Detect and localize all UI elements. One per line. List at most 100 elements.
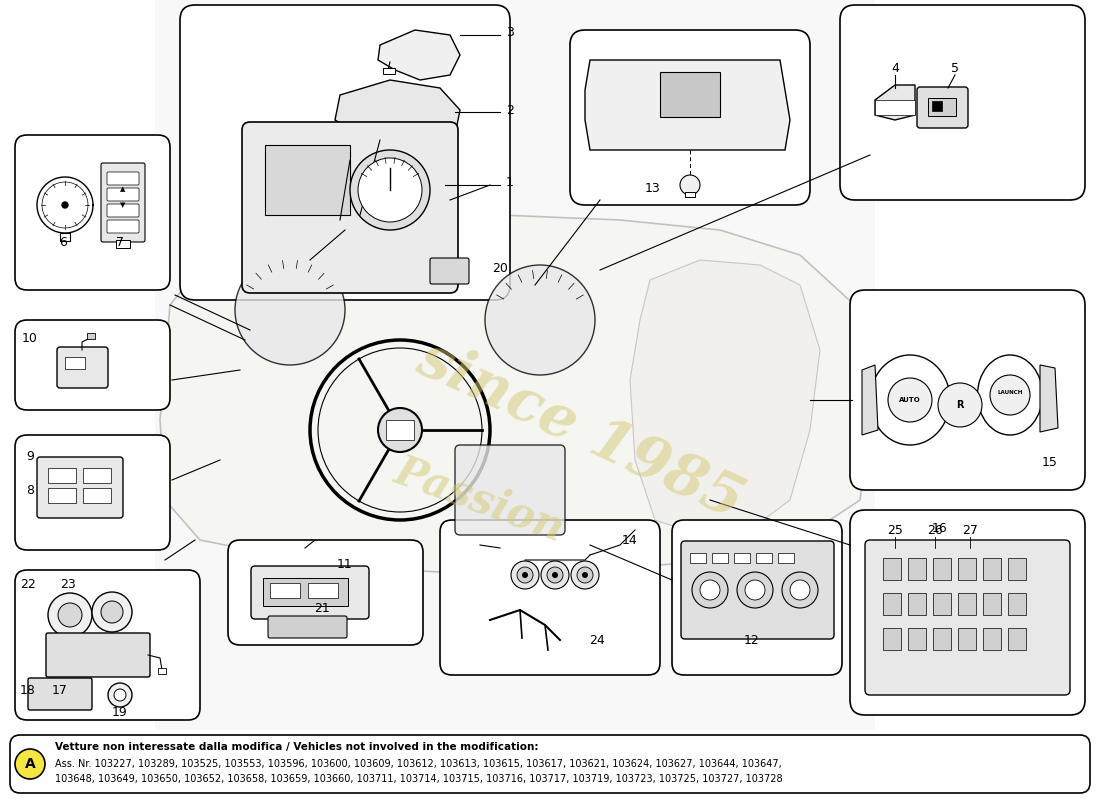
Bar — [1008, 558, 1026, 580]
Circle shape — [790, 580, 810, 600]
Polygon shape — [874, 85, 915, 120]
Circle shape — [58, 603, 82, 627]
Bar — [116, 240, 130, 248]
FancyBboxPatch shape — [107, 172, 139, 185]
Text: 2: 2 — [506, 103, 514, 117]
Bar — [883, 628, 901, 650]
Bar — [933, 558, 952, 580]
FancyBboxPatch shape — [46, 633, 150, 677]
Circle shape — [114, 689, 126, 701]
Bar — [265, 145, 350, 215]
Circle shape — [350, 150, 430, 230]
FancyBboxPatch shape — [15, 435, 170, 550]
FancyBboxPatch shape — [917, 87, 968, 128]
Circle shape — [358, 158, 422, 222]
Text: 22: 22 — [20, 578, 36, 591]
Circle shape — [92, 592, 132, 632]
Circle shape — [552, 572, 558, 578]
FancyBboxPatch shape — [242, 122, 458, 293]
Text: 10: 10 — [22, 331, 37, 345]
Bar — [983, 593, 1001, 615]
Bar — [983, 558, 1001, 580]
Bar — [155, 0, 874, 730]
Polygon shape — [862, 365, 878, 435]
Circle shape — [737, 572, 773, 608]
Text: 20: 20 — [492, 262, 508, 274]
Text: 24: 24 — [590, 634, 605, 646]
Circle shape — [101, 601, 123, 623]
FancyBboxPatch shape — [15, 135, 170, 290]
Circle shape — [522, 572, 528, 578]
Bar — [908, 593, 926, 615]
FancyBboxPatch shape — [101, 163, 145, 242]
FancyBboxPatch shape — [180, 5, 510, 300]
FancyBboxPatch shape — [268, 616, 346, 638]
Bar — [270, 583, 300, 598]
Bar — [48, 468, 76, 483]
Bar — [48, 488, 76, 503]
Bar — [778, 553, 794, 563]
Text: 1: 1 — [506, 177, 514, 190]
Text: ▼: ▼ — [120, 202, 125, 208]
Text: Vetture non interessate dalla modifica / Vehicles not involved in the modificati: Vetture non interessate dalla modifica /… — [55, 742, 539, 752]
Bar — [308, 583, 338, 598]
Bar — [958, 593, 976, 615]
Text: since 1985: since 1985 — [408, 330, 752, 530]
Text: 5: 5 — [952, 62, 959, 74]
FancyBboxPatch shape — [455, 445, 565, 535]
Circle shape — [680, 175, 700, 195]
FancyBboxPatch shape — [228, 540, 424, 645]
Circle shape — [938, 383, 982, 427]
Circle shape — [990, 375, 1030, 415]
Bar — [756, 553, 772, 563]
Circle shape — [582, 572, 588, 578]
Text: 12: 12 — [744, 634, 760, 646]
Text: ▲: ▲ — [120, 186, 125, 192]
Bar — [933, 628, 952, 650]
Polygon shape — [378, 30, 460, 80]
Bar — [87, 333, 95, 339]
Circle shape — [378, 408, 422, 452]
Bar — [933, 593, 952, 615]
Circle shape — [571, 561, 600, 589]
Bar — [263, 578, 348, 606]
Text: LAUNCH: LAUNCH — [998, 390, 1023, 395]
Bar — [60, 233, 70, 241]
Bar — [908, 628, 926, 650]
Text: 18: 18 — [20, 683, 36, 697]
Text: 14: 14 — [623, 534, 638, 546]
Circle shape — [578, 567, 593, 583]
Circle shape — [485, 265, 595, 375]
Bar — [660, 72, 720, 117]
Circle shape — [108, 683, 132, 707]
Bar — [65, 357, 85, 369]
Bar — [712, 553, 728, 563]
FancyBboxPatch shape — [440, 520, 660, 675]
Circle shape — [692, 572, 728, 608]
FancyBboxPatch shape — [10, 735, 1090, 793]
Text: Ass. Nr. 103227, 103289, 103525, 103553, 103596, 103600, 103609, 103612, 103613,: Ass. Nr. 103227, 103289, 103525, 103553,… — [55, 759, 782, 769]
FancyBboxPatch shape — [430, 258, 469, 284]
FancyBboxPatch shape — [15, 320, 170, 410]
FancyBboxPatch shape — [570, 30, 810, 205]
Polygon shape — [336, 80, 460, 145]
Bar — [874, 100, 915, 115]
FancyBboxPatch shape — [865, 540, 1070, 695]
Bar — [928, 98, 956, 116]
Text: 9: 9 — [26, 450, 34, 463]
Circle shape — [547, 567, 563, 583]
Bar — [883, 558, 901, 580]
Bar — [82, 468, 111, 483]
Text: 26: 26 — [927, 523, 943, 537]
FancyBboxPatch shape — [107, 220, 139, 233]
Text: 27: 27 — [962, 523, 978, 537]
Circle shape — [48, 593, 92, 637]
Bar — [690, 553, 706, 563]
FancyBboxPatch shape — [251, 566, 368, 619]
Text: 21: 21 — [315, 602, 330, 614]
Text: 7: 7 — [116, 235, 124, 249]
Text: 23: 23 — [60, 578, 76, 591]
Polygon shape — [585, 60, 790, 150]
Bar — [386, 420, 414, 440]
Text: Passion: Passion — [389, 450, 571, 550]
